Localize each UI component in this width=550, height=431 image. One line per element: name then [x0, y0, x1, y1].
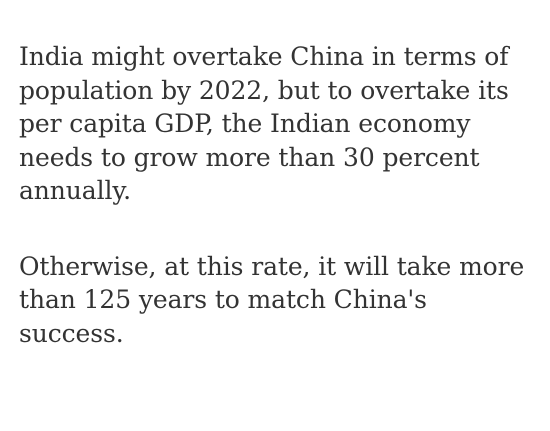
paragraph-line: Otherwise, at this rate, it will take mo…: [19, 251, 525, 281]
paragraph-line: success.: [19, 318, 124, 348]
paragraph-2: Otherwise, at this rate, it will take mo…: [19, 250, 544, 351]
paragraph-line: annually.: [19, 176, 131, 205]
paragraph-line: India might overtake China in terms of: [19, 42, 509, 71]
paragraph-line: per capita GDP, the Indian economy: [19, 109, 471, 138]
paragraph-1: India might overtake China in terms of p…: [19, 40, 544, 208]
article-text: India might overtake China in terms of p…: [19, 40, 544, 350]
paragraph-line: than 125 years to match China's: [19, 285, 427, 314]
paragraph-line: population by 2022, but to overtake its: [19, 75, 509, 105]
paragraph-line: needs to grow more than 30 percent: [19, 142, 480, 172]
